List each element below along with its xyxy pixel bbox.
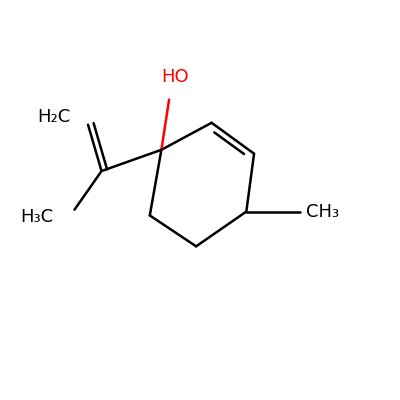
Text: H₂C: H₂C <box>38 108 71 126</box>
Text: CH₃: CH₃ <box>306 202 339 220</box>
Text: HO: HO <box>161 68 189 86</box>
Text: H₃C: H₃C <box>20 208 53 226</box>
